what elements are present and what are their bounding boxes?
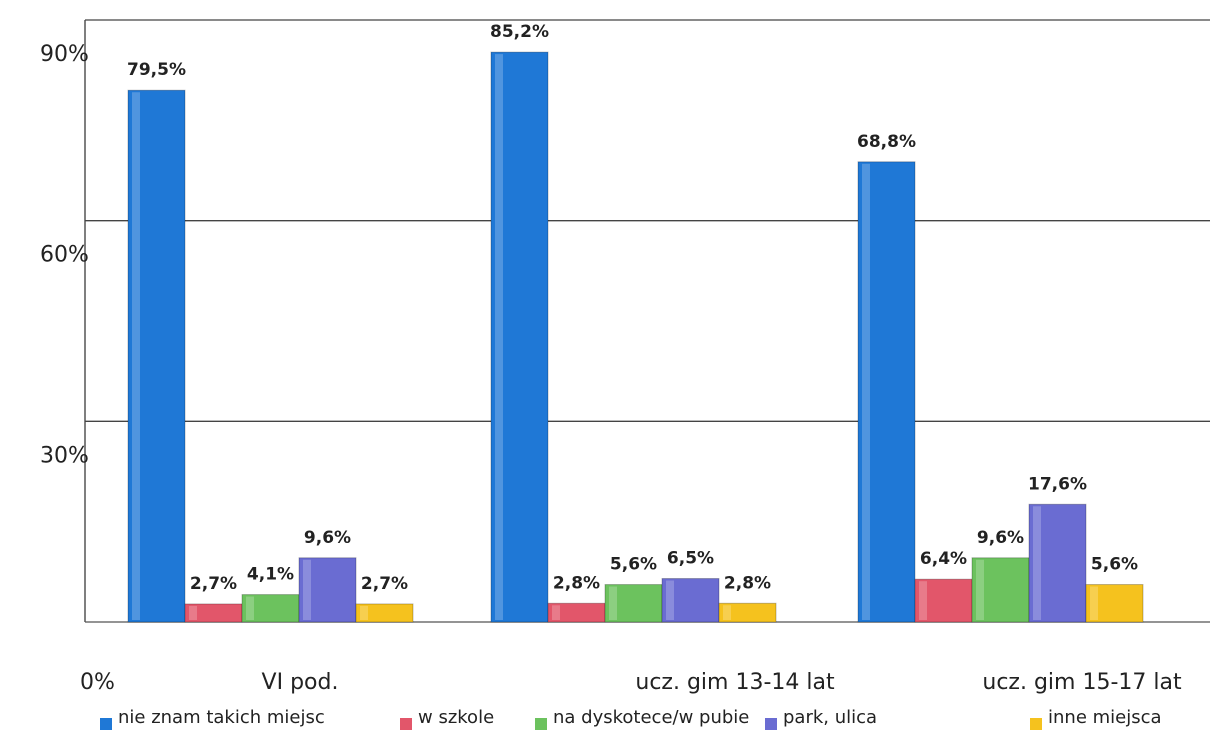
bar: [127, 89, 186, 623]
legend-swatch: [535, 718, 547, 730]
value-label: 17,6%: [1028, 474, 1087, 494]
y-tick-label: 90%: [40, 42, 89, 67]
bar: [914, 578, 973, 623]
legend-swatch: [400, 718, 412, 730]
bar-highlight: [132, 92, 140, 620]
bar: [298, 557, 357, 623]
value-label: 2,8%: [724, 573, 771, 593]
bar-highlight: [246, 596, 254, 620]
legend-label: inne miejsca: [1048, 707, 1162, 728]
bar-highlight: [495, 54, 503, 620]
y-tick-label: 30%: [40, 443, 89, 468]
bar: [661, 578, 720, 623]
value-label: 2,7%: [190, 574, 237, 594]
value-label: 5,6%: [1091, 555, 1138, 575]
legend-swatch: [100, 718, 112, 730]
value-label: 4,1%: [247, 565, 294, 585]
bar-highlight: [360, 605, 368, 620]
bar: [355, 603, 414, 623]
value-label: 68,8%: [857, 132, 916, 152]
y-tick-label: 0%: [80, 670, 115, 695]
bar: [1028, 503, 1087, 623]
value-label: 9,6%: [977, 528, 1024, 548]
bar-highlight: [1033, 506, 1041, 620]
value-label: 5,6%: [610, 555, 657, 575]
value-label: 2,8%: [553, 573, 600, 593]
legend-label: na dyskotece/w pubie: [553, 707, 749, 728]
bar-highlight: [609, 586, 617, 620]
x-tick-label: ucz. gim 15-17 lat: [982, 670, 1182, 695]
legend-label: nie znam takich miejsc: [118, 707, 325, 728]
bar-highlight: [919, 581, 927, 620]
bar-highlight: [862, 163, 870, 620]
value-label: 79,5%: [127, 60, 186, 80]
bar: [1085, 584, 1144, 623]
legend-label: w szkole: [418, 707, 494, 728]
bar-highlight: [976, 559, 984, 620]
bar-highlight: [723, 605, 731, 620]
value-label: 85,2%: [490, 22, 549, 42]
bar: [971, 557, 1030, 623]
bar-highlight: [552, 605, 560, 620]
bar-highlight: [189, 605, 197, 620]
x-tick-label: VI pod.: [262, 670, 339, 695]
bar-highlight: [1090, 586, 1098, 620]
bar-highlight: [303, 559, 311, 620]
bar: [857, 161, 916, 623]
bar: [604, 584, 663, 623]
legend-swatch: [1030, 718, 1042, 730]
value-label: 6,5%: [667, 549, 714, 569]
x-tick-label: ucz. gim 13-14 lat: [635, 670, 835, 695]
bar-highlight: [666, 580, 674, 620]
legend-swatch: [765, 718, 777, 730]
value-label: 2,7%: [361, 574, 408, 594]
y-tick-label: 60%: [40, 243, 89, 268]
value-label: 9,6%: [304, 528, 351, 548]
value-label: 6,4%: [920, 549, 967, 569]
bar: [490, 51, 549, 623]
legend-label: park, ulica: [783, 707, 877, 728]
bar: [718, 602, 777, 623]
bar: [241, 594, 300, 623]
